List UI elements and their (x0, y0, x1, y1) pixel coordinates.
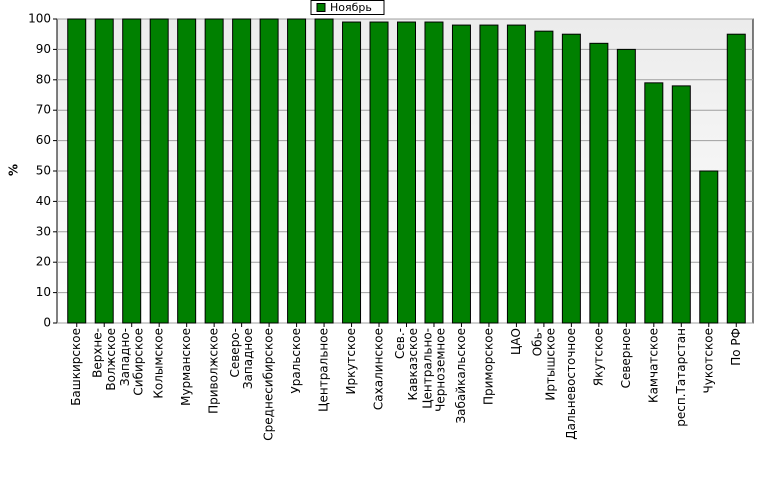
bar (122, 18, 142, 324)
legend-swatch (316, 3, 326, 12)
bar (342, 21, 362, 324)
bar (534, 30, 554, 324)
y-tick-label: 40 (36, 194, 51, 208)
bar (177, 18, 197, 324)
y-tick-label: 50 (36, 164, 51, 178)
bar (259, 18, 279, 324)
x-tick-label: Иркутское (344, 328, 358, 395)
x-tick-label: Центрально-Черноземное (420, 328, 447, 412)
bar (699, 170, 719, 324)
x-tick-label: Центральное (317, 328, 331, 412)
y-tick-label: 10 (36, 285, 51, 299)
y-axis-label: % (7, 164, 21, 176)
x-tick-label: Приволжское (207, 328, 221, 414)
x-tick-label: Якутское (591, 328, 605, 386)
x-tick-label: Приморское (481, 328, 495, 405)
x-tick-label: Камчатское (646, 328, 660, 403)
x-tick-label: Северо-Западное (228, 328, 255, 389)
x-tick-label: Верхне-Волжское (90, 328, 117, 391)
bar (424, 21, 444, 324)
bar (232, 18, 252, 324)
y-tick-label: 20 (36, 255, 51, 269)
x-tick-label: По РФ (729, 328, 743, 366)
legend: Ноябрь (310, 0, 385, 15)
x-tick-label: Сахалинское (372, 328, 386, 410)
y-tick-label: 100 (28, 12, 51, 26)
x-tick-label: Забайкальское (454, 328, 468, 424)
y-tick-label: 60 (36, 133, 51, 147)
bar (314, 18, 334, 324)
x-tick-label: ЦАО (509, 328, 523, 355)
x-tick-label: Дальневосточное (564, 328, 578, 440)
y-tick-label: 80 (36, 72, 51, 86)
bar (616, 48, 636, 324)
x-tick-label: Западно-Сибирское (118, 328, 145, 396)
x-tick-label: Колымское (152, 328, 166, 399)
bar (451, 24, 471, 324)
x-tick-label: Северное (619, 328, 633, 388)
x-tick-label: респ.Татарстан (674, 328, 688, 427)
x-tick-label: Уральское (289, 328, 303, 394)
bar (369, 21, 389, 324)
y-tick-label: 0 (43, 316, 51, 330)
bar (506, 24, 526, 324)
x-tick-label: Сев.-Кавказское (392, 328, 419, 401)
bar (726, 33, 746, 324)
bar (397, 21, 416, 324)
bar (671, 85, 691, 324)
bar (94, 18, 114, 324)
y-tick-label: 30 (36, 224, 51, 238)
legend-label: Ноябрь (330, 1, 372, 14)
x-tick-label: Башкирское (69, 328, 83, 406)
x-tick-label: Чукотское (701, 328, 715, 393)
bar (149, 18, 169, 324)
legend-box (310, 0, 385, 15)
bar (67, 18, 87, 324)
bar (644, 82, 664, 324)
x-tick-label: Среднесибирское (262, 328, 276, 441)
bar (561, 33, 581, 324)
bar (204, 18, 224, 324)
x-tick-label: Мурманское (179, 328, 193, 406)
x-tick-label: Обь-Иртышское (530, 328, 557, 401)
bar (479, 24, 499, 324)
bar (589, 42, 609, 324)
y-tick-label: 90 (36, 42, 51, 56)
y-tick-label: 70 (36, 103, 51, 117)
bar (287, 18, 307, 324)
